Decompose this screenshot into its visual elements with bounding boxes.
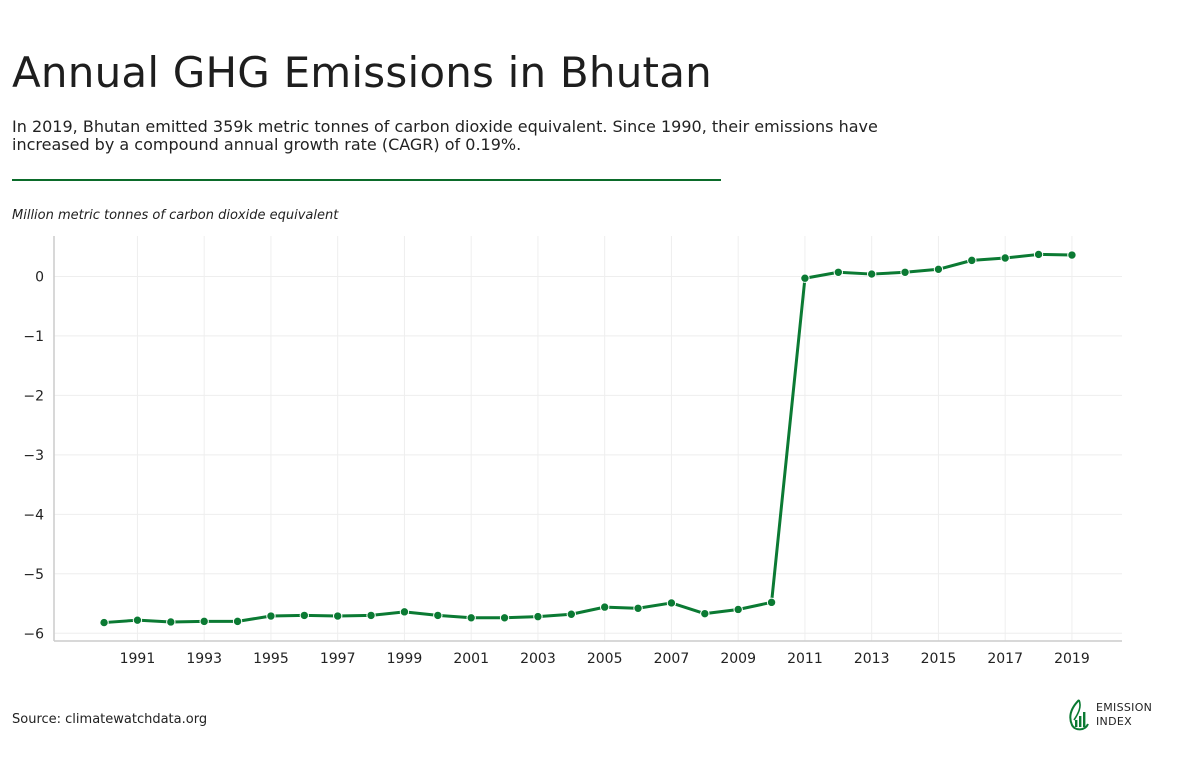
y-tick-label: −4 (23, 507, 44, 523)
data-point[interactable] (766, 597, 777, 608)
line-chart: 0 −1 −2 −3 −4 −5 −6 1991 1993 1995 1997 1999 2001 200… (23, 236, 1122, 667)
x-tick-label: 1995 (253, 651, 289, 667)
data-point[interactable] (566, 609, 577, 619)
data-point[interactable] (99, 617, 109, 628)
data-point[interactable] (266, 611, 276, 621)
brand-name: EMISSION INDEX (1096, 701, 1152, 729)
brand-line-2: INDEX (1096, 715, 1132, 728)
data-point[interactable] (199, 616, 209, 627)
x-tick-label: 1991 (120, 651, 156, 667)
x-tick-label: 2017 (987, 651, 1023, 667)
x-tick-label: 1993 (186, 651, 222, 667)
leaf-chart-icon (1069, 699, 1089, 731)
x-tick-label: 2009 (720, 651, 756, 667)
y-tick-label: 0 (35, 269, 44, 285)
tick-labels: 0 −1 −2 −3 −4 −5 −6 1991 1993 1995 1997 1999 2001 200… (23, 269, 1089, 667)
data-point[interactable] (1000, 253, 1010, 263)
data-point[interactable] (533, 611, 543, 622)
data-point[interactable] (332, 611, 343, 621)
source-note: Source: climatewatchdata.org (12, 712, 208, 727)
x-tick-label: 2015 (921, 651, 957, 667)
data-point[interactable] (700, 608, 710, 619)
x-tick-label: 2003 (520, 651, 556, 667)
data-point[interactable] (466, 613, 476, 623)
data-point[interactable] (1033, 249, 1044, 260)
page-subtitle: In 2019, Bhutan emitted 359k metric tonn… (12, 117, 878, 154)
x-tick-label: 2011 (787, 651, 823, 667)
y-tick-label: −6 (23, 626, 44, 642)
data-point[interactable] (633, 603, 643, 613)
data-point[interactable] (299, 610, 310, 621)
brand-logo[interactable]: EMISSION INDEX (1066, 698, 1152, 732)
series-line (103, 252, 1072, 625)
axes (53, 236, 1122, 642)
x-tick-label: 1999 (387, 651, 423, 667)
data-point[interactable] (132, 615, 143, 625)
data-point[interactable] (967, 255, 977, 266)
data-point[interactable] (866, 269, 877, 279)
data-point[interactable] (166, 617, 176, 627)
data-point[interactable] (1067, 250, 1077, 260)
y-tick-label: −3 (23, 448, 44, 464)
data-point[interactable] (800, 273, 810, 283)
y-axis-unit-label: Million metric tonnes of carbon dioxide … (12, 208, 339, 223)
data-point[interactable] (900, 267, 910, 277)
data-point[interactable] (666, 598, 677, 608)
data-point[interactable] (833, 267, 844, 277)
data-point[interactable] (733, 604, 743, 615)
x-tick-label: 2001 (453, 651, 489, 667)
x-tick-label: 2013 (854, 651, 890, 667)
data-point[interactable] (933, 264, 944, 275)
data-point[interactable] (499, 613, 510, 623)
title-divider (12, 179, 721, 181)
x-tick-label: 2019 (1054, 651, 1090, 667)
y-tick-label: −2 (23, 388, 44, 404)
y-tick-label: −5 (23, 567, 44, 583)
x-tick-label: 1997 (320, 651, 356, 667)
data-point[interactable] (232, 616, 243, 627)
grid-lines (54, 236, 1122, 641)
data-point[interactable] (599, 602, 610, 612)
data-point[interactable] (366, 610, 376, 621)
y-tick-label: −1 (23, 329, 44, 345)
x-tick-label: 2005 (587, 651, 623, 667)
x-tick-label: 2007 (654, 651, 690, 667)
data-point[interactable] (399, 607, 410, 617)
page-title: Annual GHG Emissions in Bhutan (12, 48, 712, 97)
brand-line-1: EMISSION (1096, 701, 1153, 714)
data-point[interactable] (433, 610, 443, 621)
series-layer (99, 249, 1077, 628)
